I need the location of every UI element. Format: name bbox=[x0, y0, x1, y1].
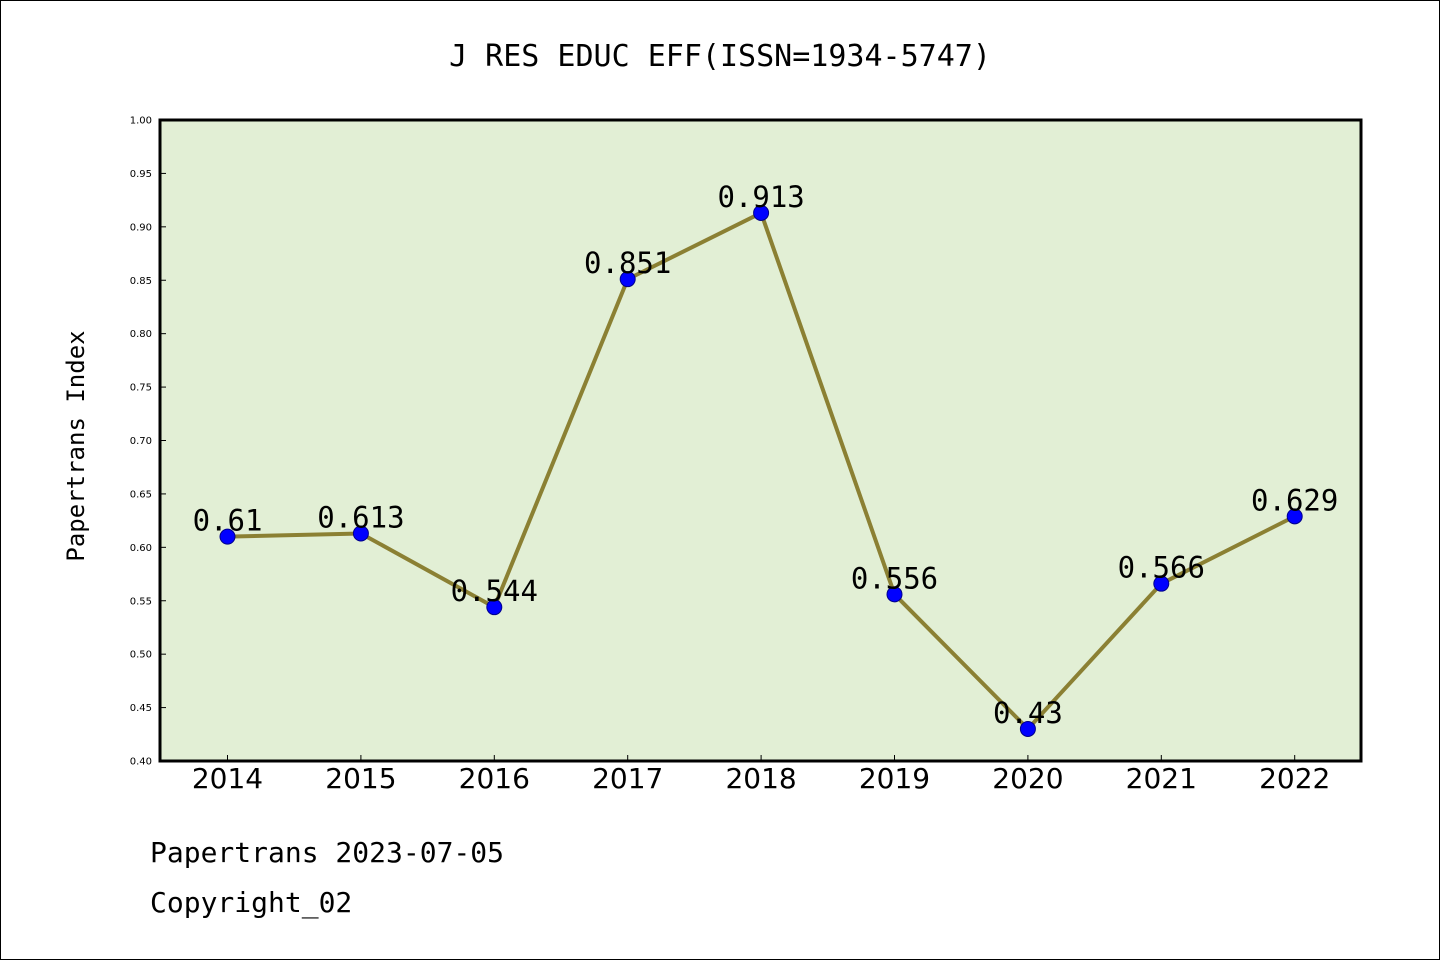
data-label: 0.913 bbox=[717, 180, 804, 214]
x-tick-label: 2016 bbox=[459, 762, 530, 795]
data-point bbox=[486, 599, 503, 616]
data-label: 0.566 bbox=[1118, 551, 1205, 585]
plot-area bbox=[160, 120, 1361, 761]
data-point bbox=[1286, 508, 1303, 525]
y-tick-label: 0.95 bbox=[130, 169, 152, 180]
data-point bbox=[1019, 720, 1036, 737]
y-tick-label: 0.80 bbox=[130, 329, 152, 340]
x-tick-label: 2021 bbox=[1126, 762, 1197, 795]
data-point bbox=[352, 525, 369, 542]
y-tick-label: 0.60 bbox=[130, 543, 152, 554]
footer-copyright: Copyright_02 bbox=[150, 886, 353, 919]
data-label: 0.851 bbox=[584, 246, 671, 280]
data-label: 0.556 bbox=[851, 561, 938, 595]
x-tick-label: 2020 bbox=[992, 762, 1063, 795]
y-tick-label: 0.75 bbox=[130, 383, 152, 394]
y-axis-label: Papertrans Index bbox=[62, 330, 90, 561]
y-tick-label: 0.55 bbox=[130, 596, 152, 607]
y-tick-label: 0.90 bbox=[130, 222, 152, 233]
x-tick-label: 2019 bbox=[859, 762, 930, 795]
x-tick-label: 2017 bbox=[592, 762, 663, 795]
y-tick-label: 0.70 bbox=[130, 436, 152, 447]
x-tick-label: 2018 bbox=[725, 762, 796, 795]
x-tick-label: 2014 bbox=[192, 762, 263, 795]
plot-border bbox=[158, 118, 1363, 763]
x-tick-label: 2022 bbox=[1259, 762, 1330, 795]
chart-marks: 0.40 0.45 0.50 0.55 0.60 0.65 0.70 0.75 0.80 0.85… bbox=[130, 116, 1339, 796]
data-point bbox=[1153, 575, 1170, 592]
y-tick-label: 1.00 bbox=[130, 116, 152, 127]
y-tick-label: 0.65 bbox=[130, 489, 152, 500]
chart-title: J RES EDUC EFF(ISSN=1934-5747) bbox=[449, 39, 991, 74]
data-label: 0.43 bbox=[993, 696, 1063, 730]
data-label: 0.544 bbox=[451, 574, 538, 608]
y-tick-label: 0.45 bbox=[130, 703, 152, 714]
data-point bbox=[753, 204, 770, 221]
data-label: 0.629 bbox=[1251, 483, 1338, 517]
data-label: 0.61 bbox=[193, 504, 263, 538]
y-tick-label: 0.50 bbox=[130, 650, 152, 661]
x-tick-label: 2015 bbox=[325, 762, 396, 795]
footer-date: Papertrans 2023-07-05 bbox=[150, 836, 505, 869]
y-tick-label: 0.40 bbox=[130, 757, 152, 768]
data-label: 0.613 bbox=[317, 500, 404, 534]
data-point bbox=[886, 586, 903, 603]
y-tick-label: 0.85 bbox=[130, 276, 152, 287]
data-point bbox=[619, 271, 636, 288]
data-point bbox=[219, 528, 236, 545]
